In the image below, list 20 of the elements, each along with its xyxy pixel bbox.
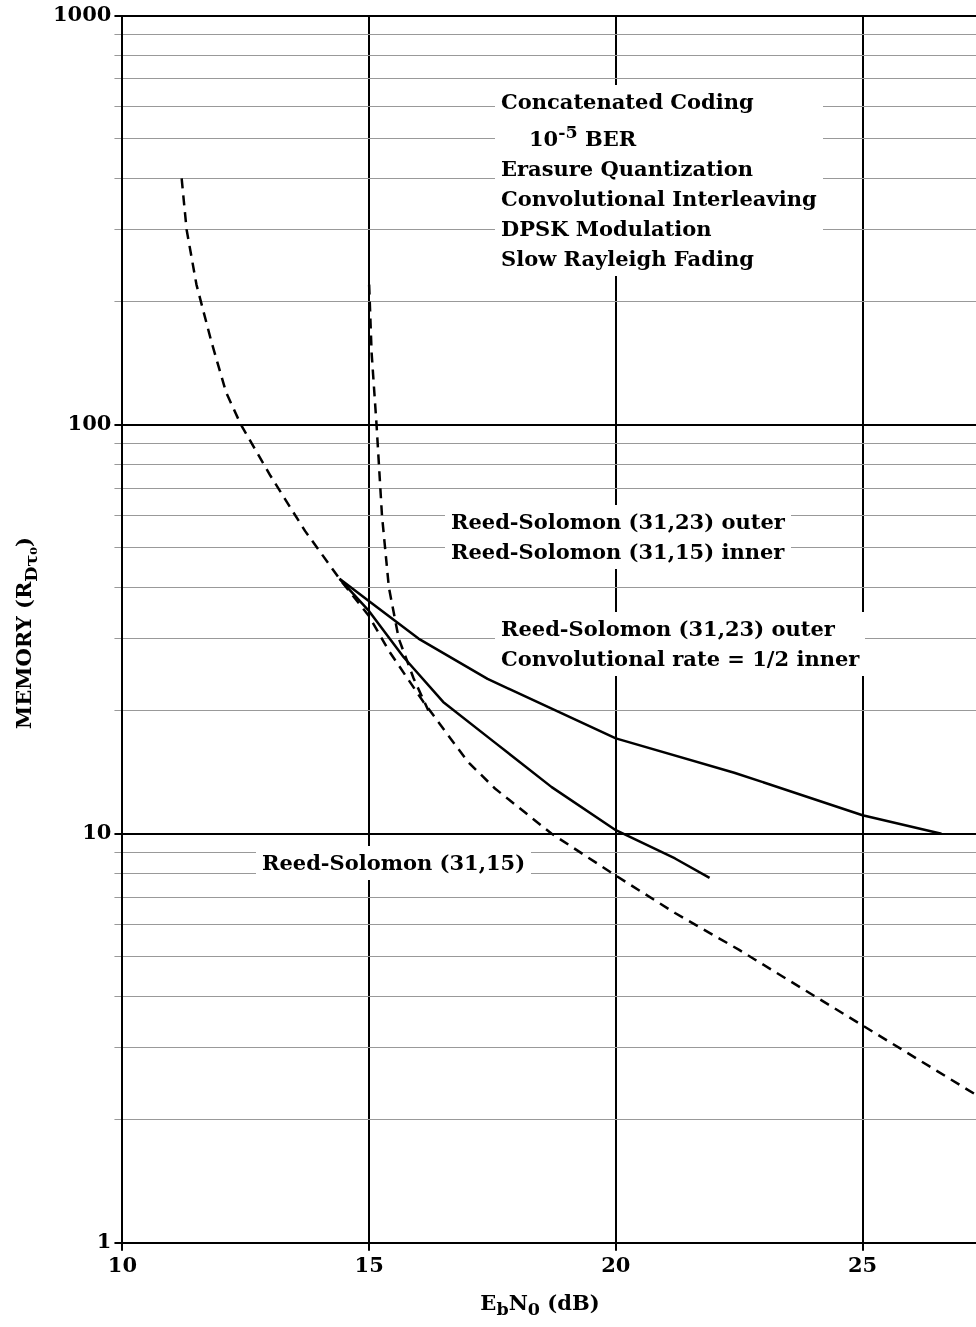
x-tick-label: 15 xyxy=(354,1251,384,1277)
annotation: Reed-Solomon (31,23) outer xyxy=(501,615,836,643)
annotation: Erasure Quantization xyxy=(501,155,755,183)
annotation: Reed-Solomon (31,23) outer xyxy=(451,508,785,536)
x-axis-title: E$_{b}$N$_{0}$ (dB) xyxy=(480,1290,600,1320)
x-tick-label: 10 xyxy=(107,1251,138,1277)
x-tick-label: 25 xyxy=(847,1251,878,1277)
annotation: 10$^{-5}$ BER xyxy=(528,121,638,153)
annotation: Slow Rayleigh Fading xyxy=(501,245,755,273)
annotation: Concatenated Coding xyxy=(501,88,755,116)
y-tick-label: 10 xyxy=(82,819,112,845)
annotation: Reed-Solomon (31,15) xyxy=(262,849,526,877)
annotation: Convolutional Interleaving xyxy=(501,185,817,213)
y-tick-label: 100 xyxy=(67,410,112,436)
annotation: Reed-Solomon (31,15) inner xyxy=(451,538,785,566)
y-tick-label: 1000 xyxy=(52,1,112,27)
annotation: Convolutional rate = 1/2 inner xyxy=(501,645,860,673)
x-tick-label: 20 xyxy=(601,1251,631,1277)
annotation: DPSK Modulation xyxy=(501,215,713,243)
y-tick-label: 1 xyxy=(96,1228,112,1254)
